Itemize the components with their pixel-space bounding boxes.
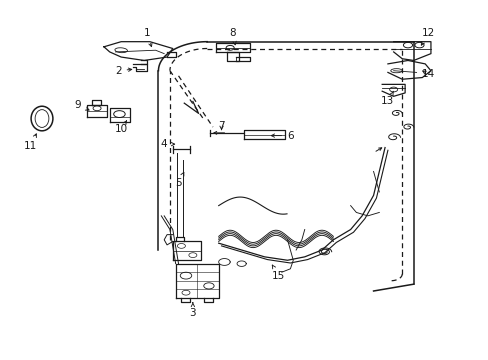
Text: 11: 11 [24,134,37,151]
Text: 8: 8 [229,28,236,45]
Text: 3: 3 [189,303,196,318]
Text: 14: 14 [421,69,434,79]
Text: 12: 12 [421,28,434,45]
Text: 1: 1 [143,28,152,47]
Text: 5: 5 [175,172,183,188]
Text: 9: 9 [75,100,89,110]
Text: 2: 2 [115,66,131,76]
Text: 13: 13 [381,91,394,107]
Text: 10: 10 [114,121,127,134]
Text: 15: 15 [272,265,285,281]
Text: 6: 6 [271,131,293,141]
Text: 4: 4 [161,139,174,149]
Text: 7: 7 [218,121,224,131]
